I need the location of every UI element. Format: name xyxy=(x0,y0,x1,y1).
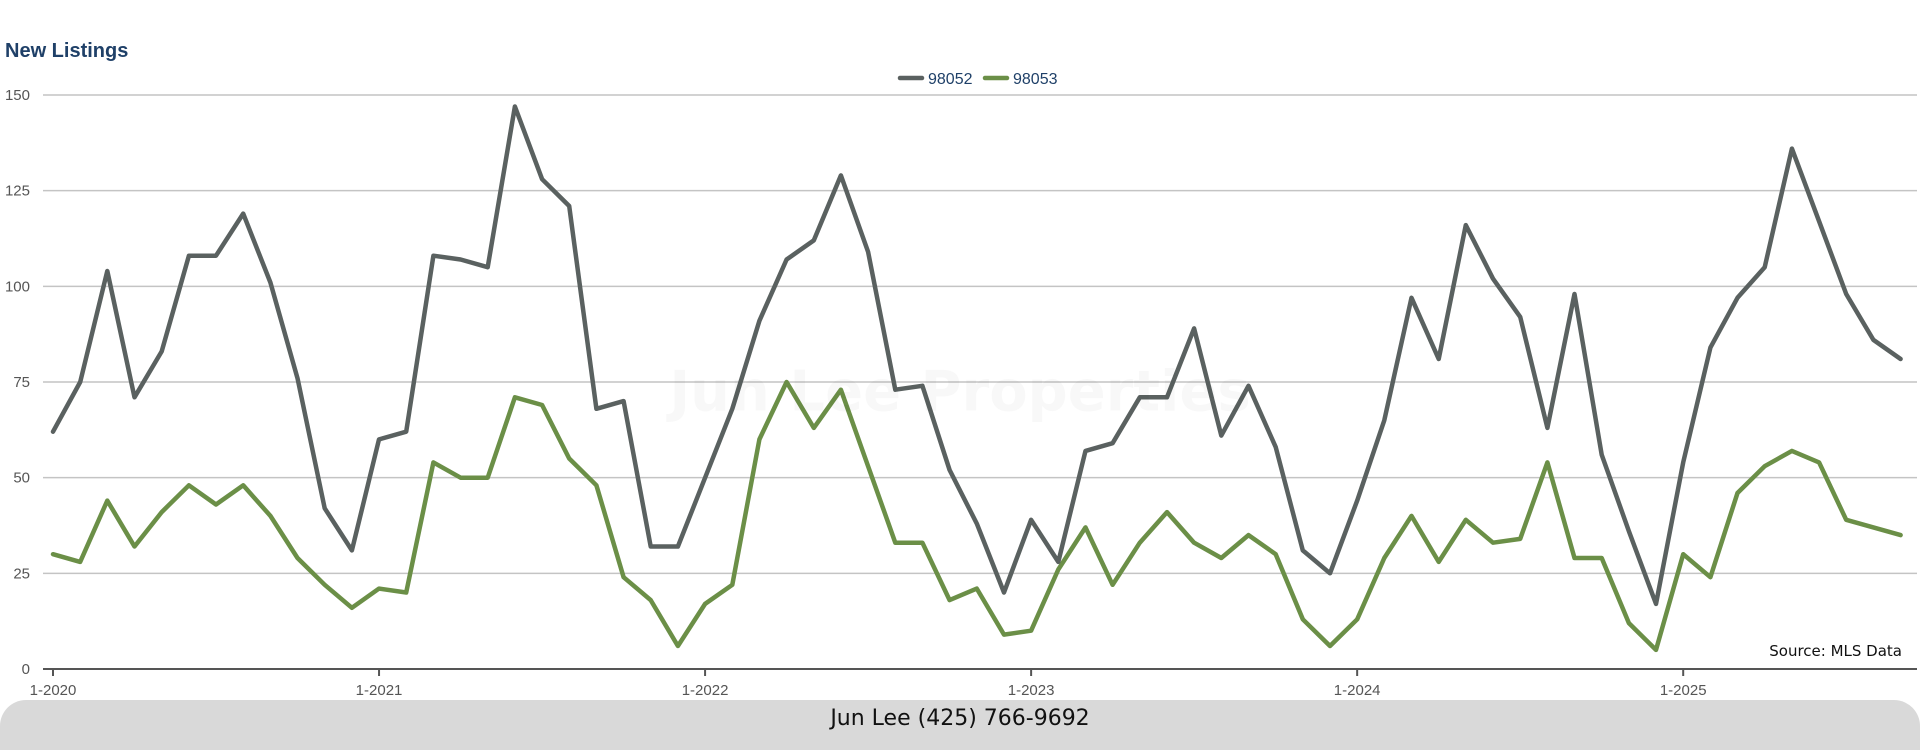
y-tick-label: 25 xyxy=(13,565,30,582)
footer-bar xyxy=(0,700,1920,750)
x-axis: 1-2020 1-2021 1-2022 1-2023 1-2024 1-2025 xyxy=(30,668,1917,699)
legend: 98052 98053 xyxy=(897,71,1058,88)
series-line-98053 xyxy=(50,379,1903,653)
footer-contact: Jun Lee (425) 766-9692 xyxy=(830,706,1090,731)
series-lines xyxy=(50,104,1903,653)
y-tick-label: 100 xyxy=(5,278,30,295)
watermark: Jun Lee Properties xyxy=(669,360,1250,425)
y-tick-label: 50 xyxy=(13,470,30,487)
y-axis-ticks: 0 25 50 75 100 125 150 xyxy=(5,87,30,678)
y-tick-label: 150 xyxy=(5,87,30,104)
x-tick-label: 1-2022 xyxy=(682,682,729,699)
y-tick-label: 125 xyxy=(5,183,30,200)
chart-title: New Listings xyxy=(5,40,129,62)
y-tick-label: 0 xyxy=(22,661,30,678)
series-line-98052 xyxy=(50,104,1903,607)
x-tick-label: 1-2025 xyxy=(1660,682,1707,699)
legend-label-98052: 98052 xyxy=(928,71,973,88)
x-tick-label: 1-2023 xyxy=(1008,682,1055,699)
x-tick-label: 1-2021 xyxy=(356,682,403,699)
gridlines xyxy=(43,94,1917,575)
y-tick-label: 75 xyxy=(13,374,30,391)
x-tick-label: 1-2024 xyxy=(1334,682,1381,699)
source-note: Source: MLS Data xyxy=(1769,642,1902,660)
x-tick-label: 1-2020 xyxy=(30,682,77,699)
legend-label-98053: 98053 xyxy=(1013,71,1058,88)
